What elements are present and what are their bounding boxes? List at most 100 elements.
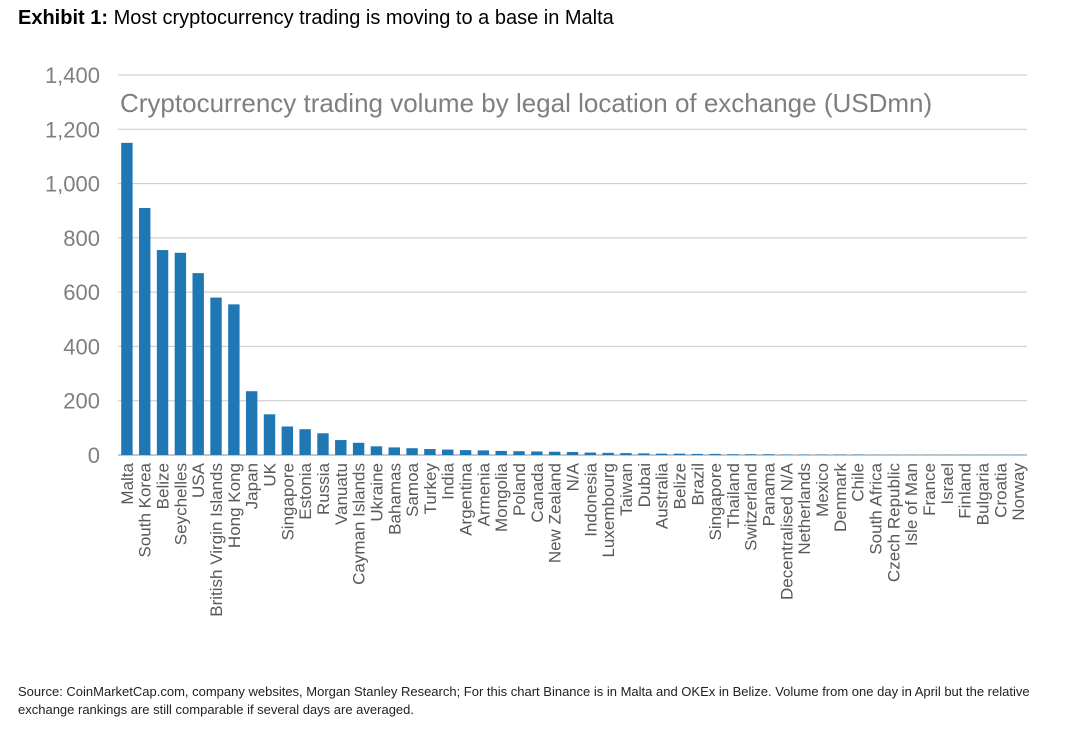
exhibit-header: Exhibit 1: Most cryptocurrency trading i… bbox=[18, 7, 614, 30]
bar bbox=[620, 453, 632, 455]
exhibit-title: Most cryptocurrency trading is moving to… bbox=[113, 7, 614, 29]
x-tick-label: Singapore bbox=[278, 463, 297, 541]
x-tick-label: Brazil bbox=[688, 463, 707, 506]
x-tick-label: South Korea bbox=[136, 462, 155, 557]
bar bbox=[798, 454, 810, 455]
chart-title: Cryptocurrency trading volume by legal l… bbox=[120, 88, 932, 118]
x-tick-label: Cayman Islands bbox=[350, 463, 369, 585]
x-tick-label: Poland bbox=[510, 463, 529, 516]
x-tick-label: South Africa bbox=[867, 462, 886, 554]
x-tick-label: Russia bbox=[314, 462, 333, 515]
x-tick-label: New Zealand bbox=[546, 463, 565, 563]
y-tick-label: 1,400 bbox=[45, 63, 100, 88]
y-tick-label: 1,200 bbox=[45, 117, 100, 142]
x-tick-label: Indonesia bbox=[581, 462, 600, 536]
x-tick-label: Chile bbox=[849, 463, 868, 502]
x-tick-label: Malta bbox=[118, 462, 137, 504]
bar-chart: 0 200 400 600 800 1,000 1,200 1,400 Cryptocurre… bbox=[45, 63, 1028, 617]
bar bbox=[139, 208, 151, 455]
x-tick-label: Finland bbox=[956, 463, 975, 519]
x-tick-label: Croatia bbox=[991, 462, 1010, 517]
bar bbox=[691, 453, 703, 455]
bar bbox=[406, 448, 418, 455]
bar bbox=[156, 250, 169, 455]
bar bbox=[727, 454, 739, 455]
bar bbox=[780, 454, 793, 455]
bar bbox=[709, 453, 721, 455]
x-tick-label: UK bbox=[261, 462, 280, 486]
x-tick-label: Estonia bbox=[296, 462, 315, 519]
bar bbox=[388, 447, 400, 455]
bar bbox=[834, 454, 846, 455]
x-tick-label: Czech Republic bbox=[884, 463, 903, 583]
bar bbox=[851, 454, 864, 455]
x-tick-label: Thailand bbox=[724, 463, 743, 528]
bar bbox=[762, 454, 775, 455]
bar bbox=[566, 452, 579, 455]
y-tick-label: 600 bbox=[63, 280, 100, 305]
x-tick-label: Isle of Man bbox=[902, 463, 921, 546]
bar bbox=[655, 453, 668, 455]
x-tick-label: N/A bbox=[564, 462, 583, 491]
exhibit-label: Exhibit 1: bbox=[18, 7, 109, 29]
y-tick-label: 800 bbox=[63, 226, 100, 251]
bar bbox=[317, 433, 329, 455]
bar bbox=[210, 297, 222, 455]
bar bbox=[548, 451, 561, 455]
x-tick-label: India bbox=[439, 462, 458, 499]
bar bbox=[335, 440, 347, 455]
x-tick-label: Taiwan bbox=[617, 463, 636, 516]
bar bbox=[245, 391, 258, 455]
source-note: Source: CoinMarketCap.com, company websi… bbox=[18, 684, 1030, 717]
bar bbox=[370, 446, 383, 455]
bar bbox=[281, 426, 294, 455]
x-tick-label: Australia bbox=[653, 462, 672, 529]
x-tick-label: USA bbox=[189, 462, 208, 498]
bar bbox=[816, 454, 828, 455]
bar bbox=[531, 451, 543, 455]
y-tick-label: 200 bbox=[63, 389, 100, 414]
bar bbox=[745, 454, 757, 455]
bar bbox=[638, 453, 650, 455]
x-tick-label: Vanuatu bbox=[332, 463, 351, 525]
x-tick-label: Argentina bbox=[457, 462, 476, 535]
y-tick-label: 400 bbox=[63, 334, 100, 359]
x-tick-label: Israel bbox=[938, 463, 957, 505]
bar bbox=[228, 304, 240, 455]
bar bbox=[263, 414, 276, 455]
x-tick-label: Denmark bbox=[831, 463, 850, 532]
x-tick-label: Bulgaria bbox=[973, 462, 992, 525]
bar bbox=[495, 450, 507, 455]
bar bbox=[459, 450, 472, 455]
bar bbox=[424, 449, 436, 455]
bars bbox=[121, 142, 1024, 455]
x-tick-label: Mexico bbox=[813, 463, 832, 517]
x-tick-label: Luxembourg bbox=[599, 463, 618, 558]
x-tick-label: Bahamas bbox=[385, 463, 404, 535]
x-tick-label: Panama bbox=[760, 462, 779, 526]
x-tick-label: Canada bbox=[528, 462, 547, 522]
x-tick-label: Armenia bbox=[474, 462, 493, 526]
bar bbox=[352, 442, 365, 455]
x-tick-label: Seychelles bbox=[171, 463, 190, 545]
bar bbox=[477, 450, 490, 455]
x-tick-label: Netherlands bbox=[795, 463, 814, 555]
x-tick-label: Norway bbox=[1009, 463, 1028, 521]
x-tick-label: Hong Kong bbox=[225, 463, 244, 548]
x-tick-label: Japan bbox=[243, 463, 262, 509]
y-axis-ticks: 0 200 400 600 800 1,000 1,200 1,400 bbox=[45, 63, 100, 468]
bar bbox=[513, 451, 525, 455]
bar bbox=[602, 452, 614, 455]
bar bbox=[673, 453, 686, 455]
x-tick-label: Turkey bbox=[421, 463, 440, 515]
bar bbox=[174, 252, 187, 455]
x-tick-label: Dubai bbox=[635, 463, 654, 507]
y-tick-label: 0 bbox=[88, 443, 100, 468]
bar bbox=[584, 452, 597, 455]
x-tick-label: Mongolia bbox=[492, 462, 511, 532]
x-tick-label: Samoa bbox=[403, 462, 422, 516]
x-tick-label: Switzerland bbox=[742, 463, 761, 551]
y-tick-label: 1,000 bbox=[45, 172, 100, 197]
x-tick-label: Decentralised N/A bbox=[777, 462, 796, 600]
